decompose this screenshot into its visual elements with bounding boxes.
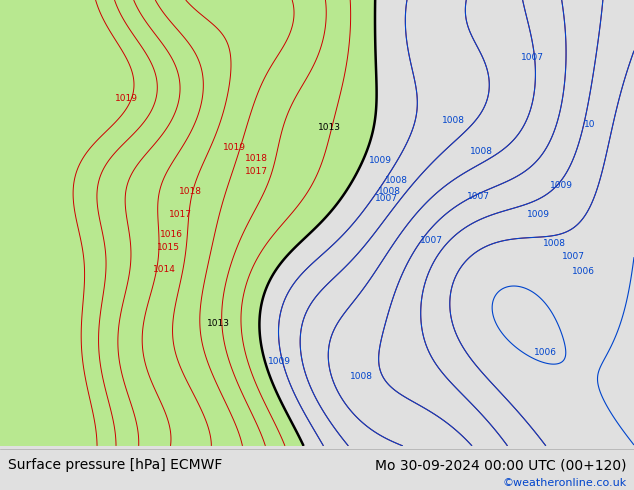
Text: 1013: 1013 — [318, 122, 341, 132]
Text: 1009: 1009 — [369, 156, 392, 165]
Text: 1009: 1009 — [527, 210, 550, 219]
Text: 1017: 1017 — [169, 210, 192, 219]
Text: 10: 10 — [584, 121, 595, 129]
Text: 1018: 1018 — [179, 187, 202, 196]
Text: 1008: 1008 — [470, 147, 493, 156]
Text: 1009: 1009 — [268, 357, 290, 366]
Text: 1006: 1006 — [572, 268, 595, 276]
Text: 1007: 1007 — [562, 252, 585, 261]
Text: ©weatheronline.co.uk: ©weatheronline.co.uk — [502, 478, 626, 488]
Text: 1008: 1008 — [378, 187, 401, 196]
Text: 1008: 1008 — [543, 239, 566, 247]
Text: 1019: 1019 — [223, 143, 246, 151]
Text: 1008: 1008 — [350, 372, 373, 381]
Text: 1017: 1017 — [245, 167, 268, 176]
Text: 1016: 1016 — [160, 230, 183, 239]
Text: 1014: 1014 — [153, 265, 176, 274]
Text: 1007: 1007 — [521, 53, 544, 62]
Text: 1007: 1007 — [467, 192, 490, 201]
Text: 1007: 1007 — [375, 194, 398, 203]
Text: 1015: 1015 — [157, 243, 179, 252]
Text: 1009: 1009 — [550, 180, 573, 190]
Text: 1019: 1019 — [115, 94, 138, 102]
Text: Surface pressure [hPa] ECMWF: Surface pressure [hPa] ECMWF — [8, 458, 222, 472]
Text: Mo 30-09-2024 00:00 UTC (00+120): Mo 30-09-2024 00:00 UTC (00+120) — [375, 458, 626, 472]
Text: 1007: 1007 — [420, 236, 443, 245]
Text: 1008: 1008 — [442, 116, 465, 125]
Text: 1018: 1018 — [245, 154, 268, 163]
Text: 1013: 1013 — [207, 319, 230, 328]
Text: 1006: 1006 — [534, 348, 557, 357]
Text: 1008: 1008 — [385, 176, 408, 185]
